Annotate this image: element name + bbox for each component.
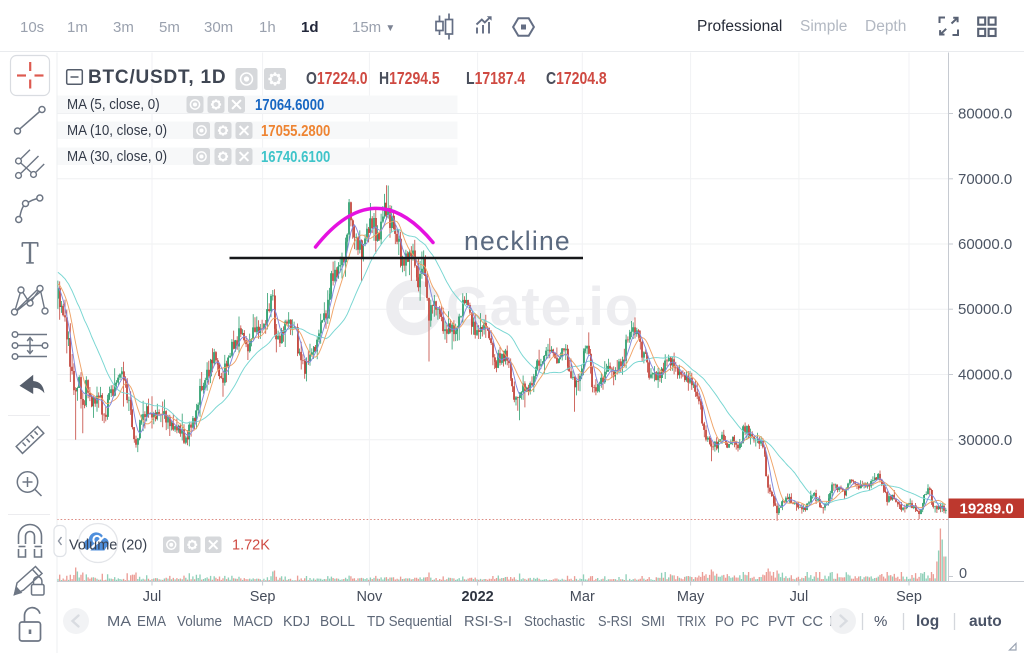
svg-text:60000.0: 60000.0 <box>958 236 1012 253</box>
svg-text:30000.0: 30000.0 <box>958 432 1012 449</box>
svg-text:May: May <box>677 589 705 605</box>
svg-text:SMI: SMI <box>641 613 665 630</box>
svg-text:TD Sequential: TD Sequential <box>367 613 452 630</box>
svg-text:2022: 2022 <box>461 589 493 605</box>
svg-text:Nov: Nov <box>357 589 384 605</box>
svg-text:%: % <box>874 613 887 630</box>
svg-text:80000.0: 80000.0 <box>958 106 1012 123</box>
svg-text:S-RSI: S-RSI <box>598 613 632 630</box>
svg-text:Sep: Sep <box>896 589 922 605</box>
svg-text:0: 0 <box>959 566 967 582</box>
svg-text:70000.0: 70000.0 <box>958 171 1012 188</box>
svg-text:40000.0: 40000.0 <box>958 367 1012 384</box>
svg-text:CC: CC <box>802 613 823 630</box>
svg-text:19289.0: 19289.0 <box>960 501 1014 518</box>
svg-text:BOLL: BOLL <box>320 613 355 630</box>
svg-text:MACD: MACD <box>233 613 273 630</box>
svg-text:auto: auto <box>969 613 1002 630</box>
svg-text:EMA: EMA <box>137 613 166 630</box>
svg-text:Mar: Mar <box>570 589 595 605</box>
svg-text:Jul: Jul <box>143 589 162 605</box>
svg-text:TRIX: TRIX <box>677 613 706 630</box>
svg-text:50000.0: 50000.0 <box>958 301 1012 318</box>
svg-text:Sep: Sep <box>250 589 276 605</box>
svg-text:Jul: Jul <box>790 589 809 605</box>
svg-text:Stochastic: Stochastic <box>524 613 585 630</box>
svg-text:Volume (20): Volume (20) <box>69 538 147 554</box>
svg-text:MA: MA <box>107 613 131 630</box>
svg-text:KDJ: KDJ <box>283 613 310 630</box>
svg-text:RSI-S-I: RSI-S-I <box>464 613 512 630</box>
svg-text:PC: PC <box>741 613 759 630</box>
svg-text:1.72K: 1.72K <box>232 538 270 554</box>
svg-text:PVT: PVT <box>768 613 795 630</box>
svg-text:neckline: neckline <box>464 226 571 256</box>
svg-text:PO: PO <box>715 613 734 630</box>
svg-text:log: log <box>916 613 939 630</box>
svg-text:Volume: Volume <box>177 613 222 630</box>
